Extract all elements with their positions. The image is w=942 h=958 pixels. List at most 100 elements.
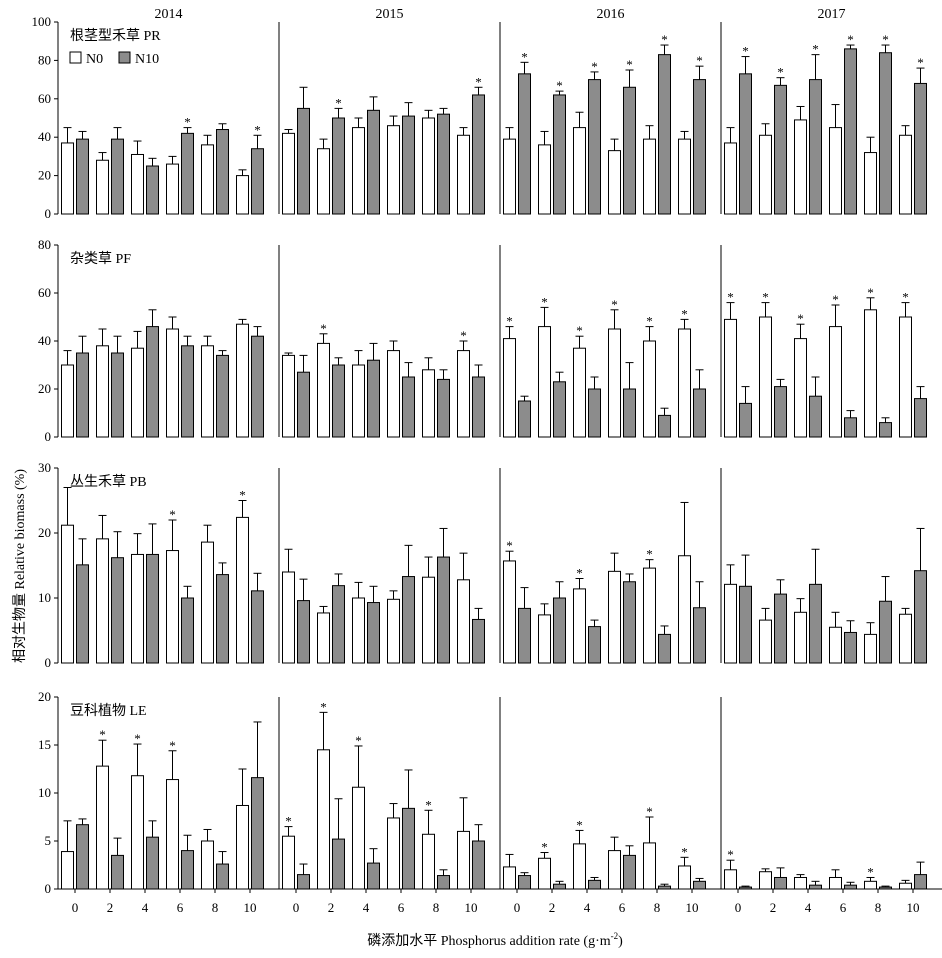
bar-n0: [422, 117, 435, 215]
bar-n0: [503, 338, 516, 438]
panel-title: 豆科植物 LE: [70, 703, 147, 719]
x-tick-label: 10: [465, 900, 478, 915]
x-tick-label: 6: [398, 900, 405, 915]
y-tick-label: 100: [32, 14, 52, 29]
bar-n0: [61, 364, 74, 438]
x-axis-title-sup: -2: [611, 931, 619, 941]
x-tick-label: 0: [293, 900, 300, 915]
y-tick-label: 20: [38, 168, 51, 183]
bar-n0: [829, 127, 842, 215]
bar-n0: [724, 318, 737, 438]
panel-pb-2015: [278, 468, 485, 664]
y-tick-label: 0: [45, 881, 52, 896]
bar-n10: [437, 378, 450, 438]
panel-pf-2014: 0 20 40 60 80 杂类草 PF: [38, 237, 264, 444]
bar-n0: [236, 804, 249, 890]
bar-n0: [61, 851, 74, 890]
bar-n10: [588, 388, 601, 438]
y-tick-label: 80: [38, 52, 51, 67]
y-axis-title: 相对生物量 Relative biomass (%): [12, 469, 28, 663]
bar-n10: [739, 73, 752, 215]
bar-n0: [352, 127, 365, 215]
significance-star: *: [882, 32, 889, 47]
bar-n0: [317, 612, 330, 664]
bar-n10: [518, 607, 531, 664]
panel-pf-2015: * *: [278, 245, 485, 438]
significance-star: *: [169, 507, 176, 522]
bar-n10: [774, 84, 787, 215]
significance-star: *: [611, 297, 618, 312]
significance-star: *: [847, 32, 854, 47]
bar-n10: [658, 54, 671, 215]
bar-n0: [96, 345, 109, 438]
bar-n0: [724, 583, 737, 664]
bar-n10: [914, 874, 927, 890]
bar-n0: [643, 138, 656, 215]
bar-n10: [879, 600, 892, 664]
bar-n10: [181, 345, 194, 438]
bar-n10: [844, 884, 857, 890]
bar-n0: [829, 326, 842, 438]
x-tick-label: 2: [549, 900, 556, 915]
x-tick-label: 2: [107, 900, 114, 915]
bar-n10: [146, 326, 159, 438]
panel-le-2015: 0 2 4 6 8 10 * * * *: [278, 697, 500, 915]
bar-n10: [739, 886, 752, 890]
significance-star: *: [239, 488, 246, 503]
x-tick-label: 4: [363, 900, 370, 915]
bar-n0: [457, 134, 470, 215]
bar-n0: [678, 865, 691, 890]
y-tick-label: 30: [38, 460, 51, 475]
bar-n10: [76, 564, 89, 664]
significance-star: *: [742, 44, 749, 59]
x-tick-label: 8: [875, 900, 882, 915]
bar-n0: [829, 876, 842, 890]
x-axis-title-tail: ): [618, 934, 623, 949]
significance-star: *: [320, 699, 327, 714]
bar-n10: [251, 335, 264, 438]
panel-pf-2016: * * * * * *: [499, 245, 706, 438]
bar-n0: [282, 132, 295, 215]
x-tick-label: 8: [654, 900, 661, 915]
bar-n0: [678, 555, 691, 664]
bar-n0: [352, 597, 365, 664]
x-tick-label: 0: [514, 900, 521, 915]
bar-n10: [844, 631, 857, 664]
bar-n0: [422, 576, 435, 664]
significance-star: *: [521, 49, 528, 64]
bar-n0: [899, 613, 912, 664]
bar-n0: [352, 786, 365, 890]
bar-n10: [402, 576, 415, 664]
bar-n10: [146, 553, 159, 664]
bar-n10: [437, 113, 450, 215]
legend-swatch-n10: [118, 51, 131, 64]
significance-star: *: [727, 290, 734, 305]
bar-n10: [588, 79, 601, 215]
significance-star: *: [867, 285, 874, 300]
bar-n10: [367, 359, 380, 438]
bar-n0: [643, 567, 656, 664]
bar-n10: [914, 82, 927, 215]
bar-n10: [297, 600, 310, 664]
significance-star: *: [867, 864, 874, 879]
y-tick-label: 5: [45, 833, 52, 848]
bar-n10: [297, 874, 310, 890]
y-tick-label: 80: [38, 237, 51, 252]
bar-n10: [181, 132, 194, 215]
bar-n10: [588, 879, 601, 890]
bar-n0: [317, 148, 330, 215]
y-tick-label: 10: [38, 590, 51, 605]
bar-n10: [76, 352, 89, 438]
significance-star: *: [681, 844, 688, 859]
x-tick-label: 4: [805, 900, 812, 915]
significance-star: *: [696, 53, 703, 68]
bar-n0: [166, 550, 179, 664]
bar-n10: [251, 777, 264, 890]
panel-pr-2016: 2016 * * * * * *: [499, 7, 706, 215]
bar-n0: [503, 138, 516, 215]
bar-n0: [201, 840, 214, 890]
bar-n0: [608, 150, 621, 215]
significance-star: *: [134, 731, 141, 746]
panel-le-2016: 0 2 4 6 8 10 * * * *: [499, 697, 721, 915]
bar-n10: [809, 395, 822, 438]
